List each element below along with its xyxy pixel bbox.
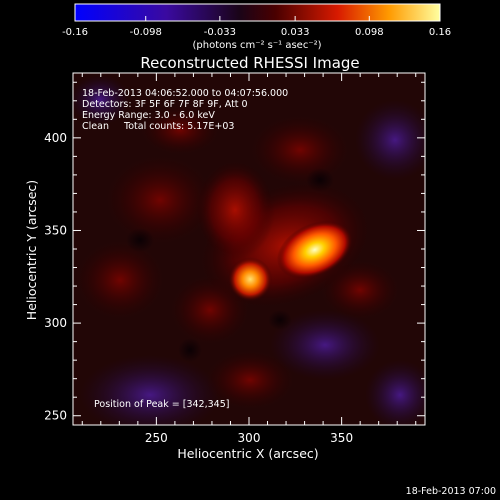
colorbar — [74, 3, 441, 22]
colorbar-ticks: -0.16 -0.098 -0.033 0.033 0.098 0.16 — [62, 16, 451, 38]
annotation-energy: Energy Range: 3.0 - 6.0 keV — [82, 110, 215, 121]
x-tick-label: 250 — [145, 431, 168, 445]
colorbar-tick-label: 0.16 — [429, 27, 451, 38]
y-tick-label: 350 — [44, 223, 67, 237]
colorbar-tick-label: 0.033 — [281, 27, 310, 38]
colorbar-tick-label: -0.16 — [62, 27, 88, 38]
x-tick-label: 350 — [330, 431, 353, 445]
peak-position-label: Position of Peak = [342,345] — [94, 399, 229, 410]
image-area — [73, 73, 425, 425]
y-tick-label: 250 — [44, 409, 67, 423]
peak-source — [276, 220, 353, 279]
annotation-block: 18-Feb-2013 04:06:52.000 to 04:07:56.000… — [82, 88, 288, 132]
footer-timestamp: 18-Feb-2013 07:00 — [406, 486, 496, 497]
annotation-time: 18-Feb-2013 04:06:52.000 to 04:07:56.000 — [82, 88, 288, 99]
colorbar-tick-label: -0.033 — [204, 27, 236, 38]
annotation-detectors: Detectors: 3F 5F 6F 7F 8F 9F, Att 0 — [82, 99, 248, 110]
colorbar-tick-label: -0.098 — [130, 27, 162, 38]
axis-ticks: 250 300 350 250 300 350 400 — [44, 73, 425, 445]
y-axis-label: Heliocentric Y (arcsec) — [24, 180, 39, 320]
x-axis-label: Heliocentric X (arcsec) — [177, 446, 318, 461]
y-tick-label: 400 — [44, 131, 67, 145]
annotation-clean: Clean Total counts: 5.17E+03 — [82, 121, 234, 132]
secondary-source — [228, 257, 273, 302]
colorbar-tick-label: 0.098 — [355, 27, 384, 38]
y-tick-label: 300 — [44, 316, 67, 330]
chart-title: Reconstructed RHESSI Image — [140, 54, 359, 72]
x-tick-label: 300 — [238, 431, 261, 445]
colorbar-unit-label: (photons cm⁻² s⁻¹ asec⁻²) — [192, 40, 321, 51]
